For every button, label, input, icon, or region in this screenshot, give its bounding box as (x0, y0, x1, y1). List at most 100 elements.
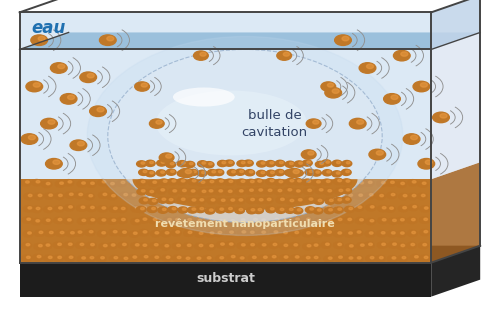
Circle shape (140, 255, 149, 261)
Circle shape (334, 197, 343, 204)
Circle shape (148, 198, 158, 205)
Circle shape (24, 206, 33, 212)
Circle shape (179, 168, 194, 178)
Circle shape (275, 160, 285, 167)
Circle shape (283, 52, 290, 56)
Circle shape (143, 206, 147, 209)
Circle shape (177, 170, 187, 176)
Circle shape (192, 180, 196, 182)
Circle shape (401, 182, 404, 184)
Ellipse shape (173, 87, 235, 107)
Circle shape (410, 255, 420, 261)
Circle shape (269, 206, 279, 212)
Circle shape (296, 190, 300, 192)
Circle shape (236, 193, 245, 199)
Circle shape (124, 257, 128, 260)
Circle shape (263, 182, 267, 184)
Circle shape (242, 244, 245, 246)
Circle shape (77, 218, 87, 224)
Circle shape (263, 197, 273, 203)
Circle shape (338, 180, 342, 182)
Circle shape (303, 188, 313, 194)
Circle shape (361, 244, 364, 246)
Circle shape (314, 218, 323, 225)
Circle shape (178, 207, 188, 213)
Circle shape (68, 219, 71, 221)
Circle shape (171, 170, 174, 172)
Circle shape (33, 83, 40, 87)
Circle shape (48, 207, 52, 210)
Circle shape (292, 206, 302, 212)
Circle shape (155, 256, 159, 258)
Circle shape (345, 244, 355, 250)
Circle shape (303, 243, 313, 250)
Circle shape (322, 170, 332, 176)
Circle shape (248, 161, 251, 163)
Circle shape (132, 194, 136, 196)
Circle shape (210, 180, 214, 183)
Circle shape (357, 231, 361, 233)
Circle shape (150, 171, 153, 174)
Circle shape (325, 181, 329, 183)
Circle shape (249, 171, 253, 173)
Circle shape (254, 218, 257, 221)
Circle shape (260, 193, 270, 200)
Circle shape (45, 193, 54, 199)
Circle shape (370, 206, 374, 208)
Circle shape (107, 36, 114, 41)
Circle shape (137, 188, 147, 195)
Circle shape (60, 231, 64, 234)
Circle shape (28, 135, 35, 140)
Text: substrat: substrat (196, 272, 255, 285)
Circle shape (308, 189, 312, 192)
Circle shape (366, 256, 376, 262)
Circle shape (100, 256, 104, 259)
Circle shape (225, 242, 235, 248)
Circle shape (418, 181, 428, 187)
Circle shape (60, 182, 64, 184)
Circle shape (143, 218, 147, 220)
Circle shape (246, 208, 256, 214)
Circle shape (266, 178, 275, 184)
Circle shape (143, 194, 147, 196)
Text: eau: eau (32, 19, 66, 37)
Circle shape (163, 206, 173, 212)
Circle shape (290, 199, 294, 202)
Circle shape (118, 230, 128, 236)
Circle shape (385, 206, 395, 212)
Circle shape (401, 244, 405, 247)
Circle shape (153, 180, 163, 186)
Circle shape (139, 193, 148, 199)
Circle shape (143, 231, 147, 233)
Circle shape (141, 83, 147, 87)
Circle shape (122, 218, 125, 221)
Circle shape (418, 159, 435, 169)
Circle shape (387, 193, 396, 199)
Circle shape (266, 161, 275, 167)
Circle shape (191, 190, 195, 192)
Circle shape (272, 194, 276, 197)
Circle shape (419, 217, 429, 223)
Circle shape (163, 218, 173, 224)
Circle shape (209, 193, 213, 196)
Circle shape (274, 231, 278, 233)
Circle shape (360, 218, 364, 221)
Circle shape (422, 182, 426, 184)
Circle shape (183, 243, 193, 249)
Circle shape (226, 218, 236, 225)
Circle shape (356, 243, 366, 249)
Circle shape (310, 255, 319, 261)
Circle shape (322, 193, 332, 199)
Text: bulle de
cavitation: bulle de cavitation (242, 108, 307, 139)
Circle shape (354, 193, 364, 199)
Circle shape (365, 193, 375, 199)
Circle shape (288, 188, 292, 191)
Circle shape (379, 256, 383, 259)
Circle shape (122, 207, 125, 210)
Circle shape (252, 256, 256, 259)
Circle shape (186, 181, 190, 183)
Circle shape (82, 219, 86, 222)
Circle shape (210, 244, 214, 247)
Circle shape (188, 207, 197, 213)
Circle shape (218, 160, 227, 167)
